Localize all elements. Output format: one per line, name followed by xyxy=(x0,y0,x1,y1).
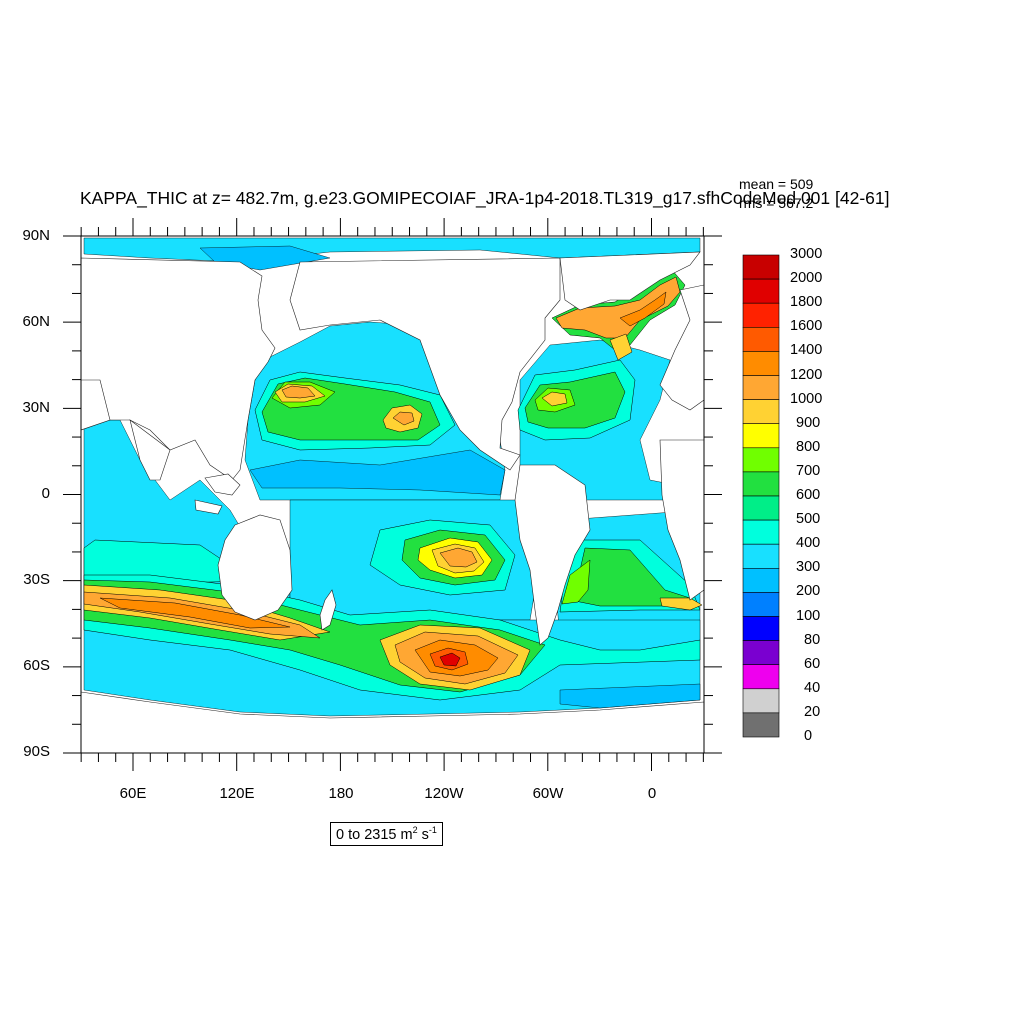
colorbar-swatch xyxy=(742,471,780,497)
land-australia xyxy=(217,514,293,621)
colorbar-label: 80 xyxy=(804,631,821,648)
colorbar-label: 40 xyxy=(804,679,821,696)
colorbar-label: 3000 xyxy=(790,246,823,262)
range-text: 0 to 2315 m xyxy=(336,826,413,843)
colorbar-swatch xyxy=(742,302,780,328)
south-pacific-gyre-5 xyxy=(439,547,478,568)
south-atlantic-gyre-4 xyxy=(659,597,703,611)
colorbar-label: 500 xyxy=(796,511,821,528)
nordic-seas-3 xyxy=(619,291,667,327)
range-unit-exponent-2: -1 xyxy=(428,825,437,835)
lat-label-30s: 30S xyxy=(23,571,50,588)
colorbar-swatch xyxy=(742,712,780,738)
colorbar-label: 600 xyxy=(796,487,821,503)
colorbar-label: 1000 xyxy=(790,390,823,407)
colorbar-swatch xyxy=(742,375,780,400)
lon-label-120w: 120W xyxy=(424,785,464,802)
southern-ocean-east xyxy=(559,683,701,709)
lat-label-90n: 90N xyxy=(22,227,50,244)
colorbar-swatch xyxy=(742,326,780,352)
mean-stat: mean = 509 xyxy=(739,176,814,192)
colorbar-swatch xyxy=(742,567,780,593)
land-greenland xyxy=(559,251,701,311)
land-africa-west xyxy=(81,379,111,431)
axis-ticks xyxy=(63,218,722,771)
land-europe-east xyxy=(659,284,704,411)
southern-ocean-band-5 xyxy=(99,597,291,629)
land-africa xyxy=(659,439,704,601)
nordic-seas-2 xyxy=(555,276,681,339)
lon-label-180: 180 xyxy=(328,785,354,802)
tropical-pacific xyxy=(249,449,506,496)
range-label: 0 to 2315 m2 s-1 xyxy=(330,822,443,846)
range-unit-2: s xyxy=(417,826,429,843)
land-maritime-continent xyxy=(194,473,241,515)
colorbar-swatch xyxy=(742,640,780,665)
colorbar-label: 900 xyxy=(796,414,821,431)
colorbar-swatch xyxy=(742,592,780,617)
colorbar-label: 60 xyxy=(804,655,821,672)
land-south-america xyxy=(514,464,591,646)
lat-label-0: 0 xyxy=(41,485,50,502)
colorbar-label: 700 xyxy=(796,462,821,479)
land-antarctica xyxy=(81,691,704,753)
hawaii-high-2 xyxy=(392,411,415,426)
colorbar-label: 300 xyxy=(796,559,821,576)
colorbar-label: 1600 xyxy=(790,318,823,335)
colorbar-swatch xyxy=(742,447,780,473)
colorbar-label: 0 xyxy=(804,728,813,744)
colorbar-swatch xyxy=(742,519,780,545)
north-pacific-core xyxy=(281,385,316,399)
lon-label-0: 0 xyxy=(647,785,657,802)
colorbar xyxy=(742,254,780,738)
lat-label-60n: 60N xyxy=(22,313,50,330)
ocean-field xyxy=(81,237,704,753)
land-north-america xyxy=(289,257,561,471)
colorbar-swatch xyxy=(742,399,780,425)
colorbar-swatch xyxy=(742,351,780,376)
map-title: KAPPA_THIC at z= 482.7m, g.e23.GOMIPECOI… xyxy=(80,188,890,208)
north-atlantic-gyre-4 xyxy=(541,391,568,407)
land-new-zealand xyxy=(319,589,337,631)
colorbar-label: 800 xyxy=(796,438,821,455)
range-unit-exponent-1: 2 xyxy=(412,825,418,835)
north-atlantic-gyre-2 xyxy=(524,371,626,429)
colorbar-swatch xyxy=(742,616,780,641)
colorbar-label: 1800 xyxy=(790,294,823,311)
lon-label-60e: 60E xyxy=(119,785,147,802)
colorbar-swatch xyxy=(742,254,780,280)
colorbar-label: 1200 xyxy=(790,366,823,383)
colorbar-label: 20 xyxy=(804,703,821,720)
rms-stat: rms = 567.2 xyxy=(739,195,814,211)
lat-label-30n: 30N xyxy=(22,399,50,416)
colorbar-label: 100 xyxy=(796,607,821,624)
colorbar-swatch xyxy=(742,278,780,304)
colorbar-swatch xyxy=(742,543,780,569)
south-atlantic-gyre-3 xyxy=(561,559,591,605)
colorbar-label: 200 xyxy=(796,583,821,600)
southeast-pacific-high-5 xyxy=(439,652,461,667)
nordic-seas-4 xyxy=(609,333,633,361)
lat-label-90s: 90S xyxy=(23,743,50,760)
colorbar-swatch xyxy=(742,688,780,714)
land-india xyxy=(129,419,171,481)
colorbar-label: 1400 xyxy=(790,342,823,359)
colorbar-label: 400 xyxy=(796,535,821,552)
colorbar-swatch xyxy=(742,495,780,521)
lat-label-60s: 60S xyxy=(23,657,50,674)
lon-label-120e: 120E xyxy=(219,785,255,802)
land-masses xyxy=(81,251,704,753)
colorbar-swatch xyxy=(742,664,780,690)
colorbar-swatch xyxy=(742,423,780,449)
colorbar-label: 2000 xyxy=(790,270,823,287)
lon-label-60w: 60W xyxy=(532,785,564,802)
